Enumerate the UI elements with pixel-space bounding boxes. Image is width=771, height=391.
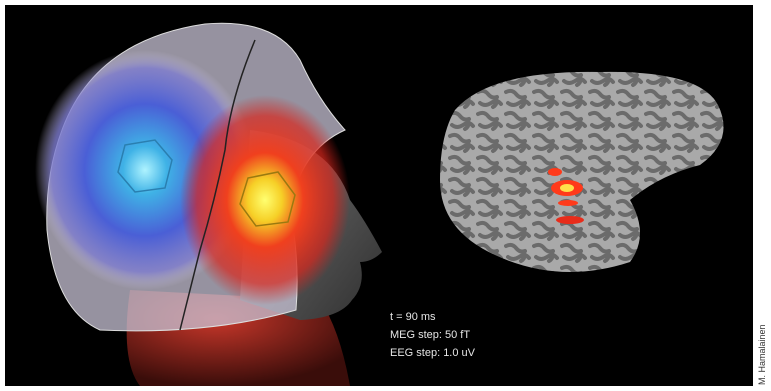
meg-step-label: MEG step: 50 fT — [390, 329, 470, 341]
activation — [548, 168, 562, 176]
meg-field-positive — [180, 95, 350, 305]
figure: t = 90 ms MEG step: 50 fT EEG step: 1.0 … — [0, 0, 771, 391]
time-label: t = 90 ms — [390, 311, 436, 323]
activation — [556, 216, 584, 224]
credit: M. Hamalainen — [757, 324, 767, 385]
activation — [558, 200, 578, 206]
activation-peak — [560, 184, 574, 192]
eeg-step-label: EEG step: 1.0 uV — [390, 347, 476, 359]
figure-canvas: t = 90 ms MEG step: 50 fT EEG step: 1.0 … — [0, 0, 771, 391]
